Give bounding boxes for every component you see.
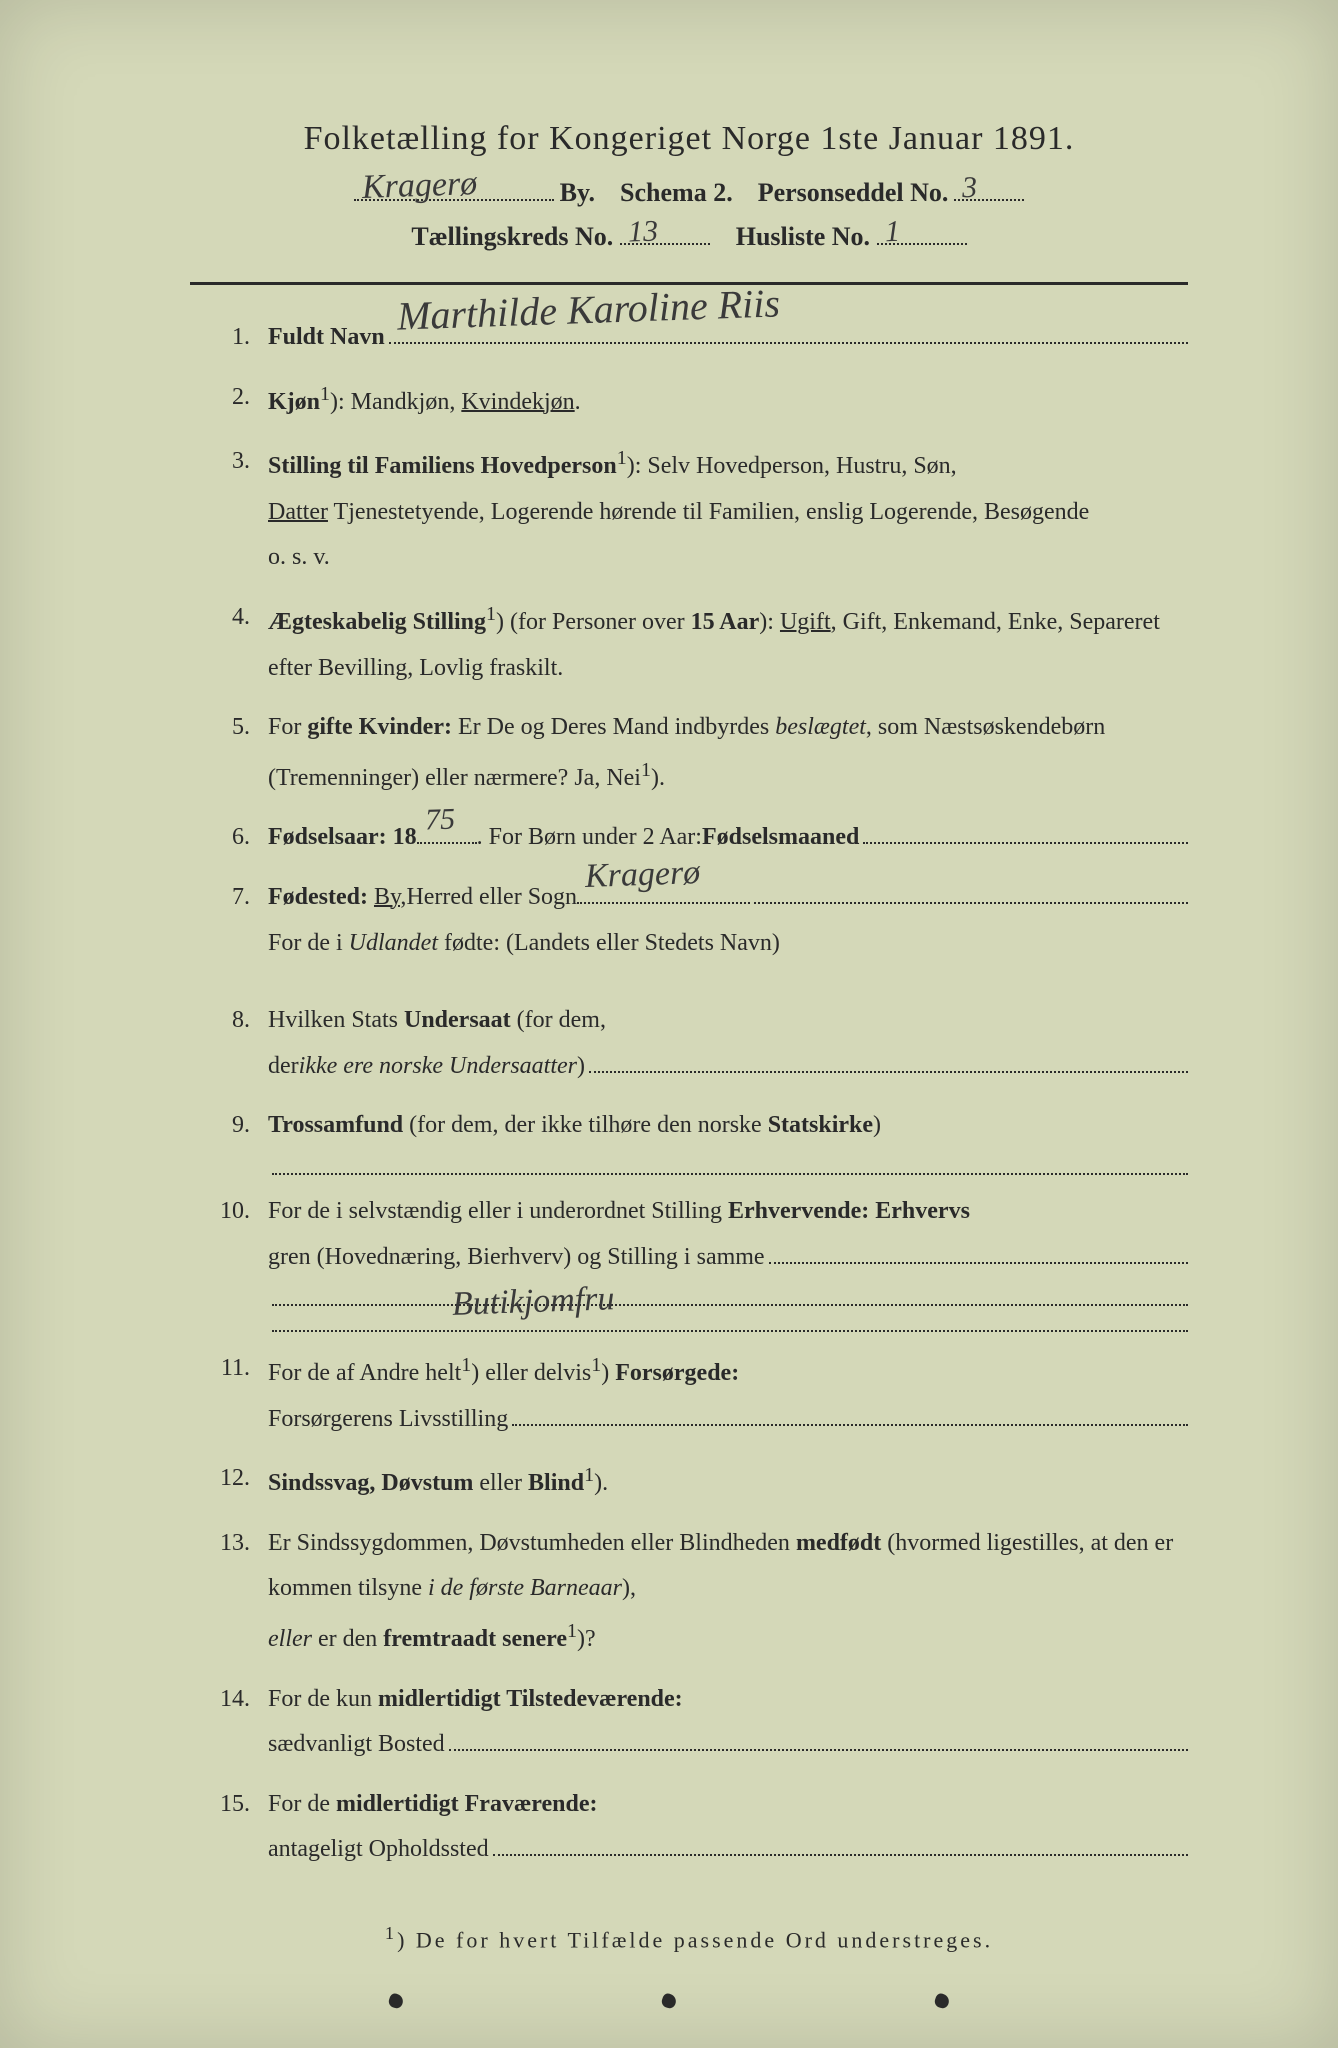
undersaat-field	[589, 1047, 1188, 1073]
schema-label: Schema 2.	[620, 178, 733, 208]
occupation-hw: Butikjomfru	[451, 1267, 616, 1337]
by-label: By.	[560, 178, 595, 208]
ink-spot	[933, 1992, 951, 2010]
ink-spots	[0, 1994, 1338, 2008]
selected-by: By,	[374, 875, 406, 921]
husliste-label: Husliste No.	[736, 222, 870, 251]
birthplace-hw: Kragerø	[584, 841, 701, 910]
city-handwriting: Kragerø	[361, 165, 477, 207]
city-field: Kragerø	[354, 199, 554, 201]
text: o. s. v.	[268, 544, 330, 570]
occupation-field-1	[272, 1280, 1188, 1306]
item-number: 4.	[190, 595, 268, 691]
item-3: 3. Stilling til Familiens Hovedperson1):…	[190, 439, 1188, 581]
person-no-field: 3	[954, 199, 1024, 201]
item-number: 8.	[190, 998, 268, 1089]
item-number: 7.	[190, 875, 268, 966]
text: ): Mandkjøn,	[330, 389, 461, 415]
item-10: 10. For de i selvstændig eller i underor…	[190, 1189, 1188, 1332]
bosted-field	[449, 1725, 1188, 1751]
page-title: Folketælling for Kongeriget Norge 1ste J…	[190, 120, 1188, 158]
label: Fødselsaar: 18	[268, 815, 417, 861]
kreds-hw: 13	[627, 214, 658, 249]
opholdssted-field	[493, 1830, 1188, 1856]
item-number: 9.	[190, 1103, 268, 1175]
selected-datter: Datter	[268, 499, 328, 525]
person-no-hw: 3	[962, 171, 978, 206]
selected-kvindekjon: Kvindekjøn	[461, 389, 574, 415]
text: ): Selv Hovedperson, Hustru, Søn,	[627, 453, 957, 479]
kreds-field: 13	[620, 243, 710, 245]
occupation-field-2: Butikjomfru	[272, 1306, 1188, 1332]
item-4: 4. Ægteskabelig Stilling1) (for Personer…	[190, 595, 1188, 691]
subheader-line-1: Kragerø By. Schema 2. Personseddel No. 3	[190, 178, 1188, 208]
birthyear-field: 75	[417, 842, 477, 844]
item-2: 2. Kjøn1): Mandkjøn, Kvindekjøn.	[190, 375, 1188, 426]
item-number: 10.	[190, 1189, 268, 1332]
item-number: 2.	[190, 375, 268, 426]
birthyear-hw: 75	[424, 791, 456, 849]
item-number: 14.	[190, 1677, 268, 1768]
item-number: 13.	[190, 1521, 268, 1663]
item-number: 15.	[190, 1782, 268, 1873]
item-number: 6.	[190, 815, 268, 861]
item-5: 5. For gifte Kvinder: Er De og Deres Man…	[190, 705, 1188, 801]
ink-spot	[660, 1992, 678, 2010]
text: ) (for Personer over	[496, 609, 691, 635]
kreds-label: Tællingskreds No.	[411, 222, 613, 251]
label: Ægteskabelig Stilling	[268, 609, 486, 635]
item-7: 7. Fødested: By, Herred eller Sogn Krage…	[190, 875, 1188, 966]
husliste-hw: 1	[884, 215, 900, 250]
name-field: Marthilde Karoline Riis	[389, 318, 1188, 344]
item-13: 13. Er Sindssygdommen, Døvstumheden elle…	[190, 1521, 1188, 1663]
husliste-field: 1	[877, 243, 967, 245]
subheader-line-2: Tællingskreds No. 13 Husliste No. 1	[190, 222, 1188, 252]
item-number: 3.	[190, 439, 268, 581]
item-9: 9. Trossamfund (for dem, der ikke tilhør…	[190, 1103, 1188, 1175]
census-form-page: Folketælling for Kongeriget Norge 1ste J…	[0, 0, 1338, 2048]
label: Stilling til Familiens Hovedperson	[268, 453, 617, 479]
item-number: 12.	[190, 1456, 268, 1507]
item-number: 5.	[190, 705, 268, 801]
item-label: Fuldt Navn	[268, 315, 385, 361]
provider-field	[512, 1400, 1188, 1426]
item-12: 12. Sindssvag, Døvstum eller Blind1).	[190, 1456, 1188, 1507]
label: Kjøn	[268, 389, 320, 415]
name-hw: Marthilde Karoline Riis	[395, 265, 780, 354]
trossamfund-field	[272, 1149, 1188, 1175]
birthplace-field: Kragerø	[577, 902, 750, 904]
footnote: 1) De for hvert Tilfælde passende Ord un…	[190, 1923, 1188, 1953]
birthmonth-field	[863, 818, 1188, 844]
item-number: 11.	[190, 1346, 268, 1442]
item-11: 11. For de af Andre helt1) eller delvis1…	[190, 1346, 1188, 1442]
item-15: 15. For de midlertidigt Fraværende: anta…	[190, 1782, 1188, 1873]
personseddel-label: Personseddel No.	[758, 178, 949, 208]
item-number: 1.	[190, 315, 268, 361]
item-1: 1. Fuldt Navn Marthilde Karoline Riis	[190, 315, 1188, 361]
text: Tjenestetyende, Logerende hørende til Fa…	[328, 499, 1089, 525]
ink-spot	[387, 1992, 405, 2010]
form-items: 1. Fuldt Navn Marthilde Karoline Riis 2.…	[190, 315, 1188, 1873]
item-8: 8. Hvilken Stats Undersaat (for dem, der…	[190, 998, 1188, 1089]
selected-ugift: Ugift	[780, 609, 831, 635]
item-14: 14. For de kun midlertidigt Tilstedevære…	[190, 1677, 1188, 1768]
